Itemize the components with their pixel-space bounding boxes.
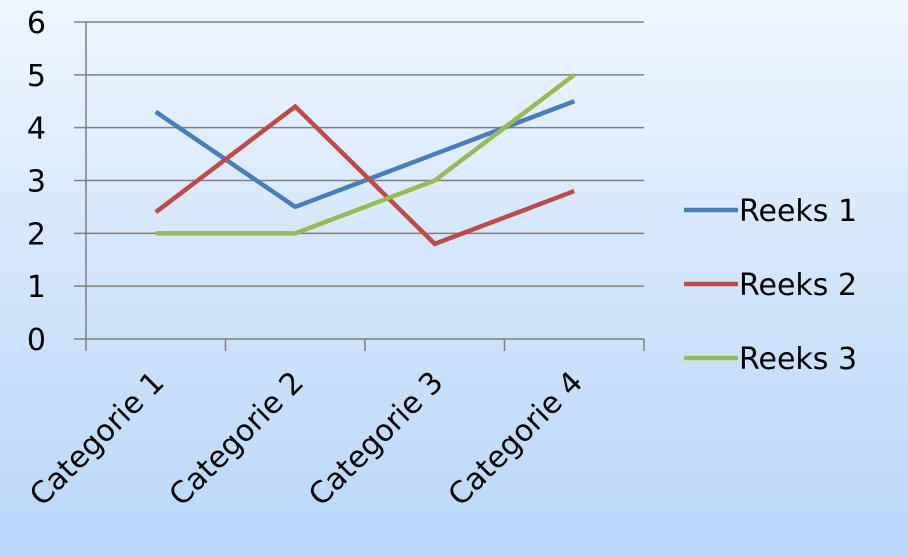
legend-label: Reeks 2 bbox=[739, 268, 857, 303]
series-line bbox=[154, 103, 576, 247]
axes bbox=[74, 22, 645, 351]
gridlines bbox=[74, 21, 644, 287]
data-series bbox=[154, 73, 576, 247]
x-tick-label: Categorie 4 bbox=[442, 365, 590, 513]
series-line bbox=[154, 99, 576, 210]
y-tick-label: 4 bbox=[27, 112, 46, 147]
legend: Reeks 1 Reeks 2 Reeks 3 bbox=[684, 194, 857, 377]
legend-label: Reeks 1 bbox=[739, 194, 857, 229]
y-tick-label: 5 bbox=[27, 59, 46, 94]
x-tick-label: Categorie 1 bbox=[23, 365, 171, 513]
y-tick-label: 6 bbox=[27, 6, 46, 41]
y-axis-tick-labels: 0 1 2 3 4 5 6 bbox=[27, 6, 46, 358]
y-tick-label: 0 bbox=[27, 323, 46, 358]
y-tick-label: 2 bbox=[27, 217, 46, 252]
y-tick-label: 3 bbox=[27, 165, 46, 200]
x-tick-label: Categorie 2 bbox=[163, 365, 311, 513]
legend-label: Reeks 3 bbox=[739, 342, 857, 377]
x-tick-label: Categorie 3 bbox=[302, 365, 450, 513]
series-line bbox=[155, 73, 576, 236]
y-tick-label: 1 bbox=[27, 270, 46, 305]
